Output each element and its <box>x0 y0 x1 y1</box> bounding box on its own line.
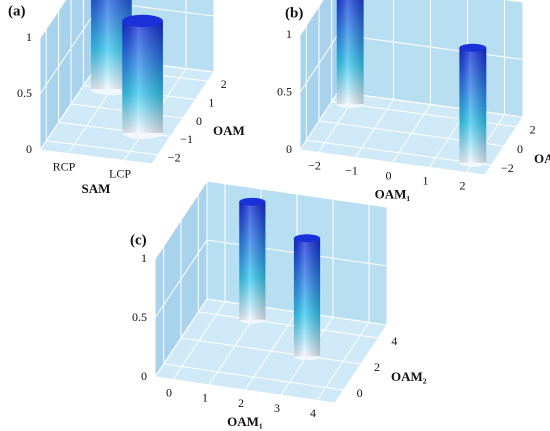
grid-line <box>163 246 344 391</box>
x-tick-label: −1 <box>345 163 358 177</box>
x-tick-label: RCP <box>53 159 76 173</box>
y-tick-label: 0 <box>357 386 363 400</box>
y-axis-label: OAM₂ <box>391 369 427 384</box>
y-tick-label: 0 <box>517 142 523 156</box>
bar-shade <box>293 238 321 357</box>
z-tick-label: 1 <box>26 30 32 44</box>
grid-line <box>316 204 370 401</box>
z-tick-label: 0.5 <box>277 84 292 98</box>
y-tick-label: −2 <box>501 161 514 175</box>
grid-line <box>154 180 388 260</box>
x-axis-label: OAM₁ <box>375 186 411 201</box>
grid-line <box>154 239 388 319</box>
x-axis-label: OAM₁ <box>227 414 263 429</box>
bar-cap <box>239 197 266 206</box>
grid-line <box>280 199 334 396</box>
x-tick-label: 4 <box>310 406 316 420</box>
z-tick-label: 0 <box>286 142 292 156</box>
z-tick-label: 1 <box>141 251 147 265</box>
bar-shade <box>459 47 487 163</box>
grid-line <box>331 0 517 128</box>
x-axis-label: SAM <box>82 181 111 196</box>
x-tick-label: 1 <box>423 173 429 187</box>
grid-line <box>154 298 388 378</box>
y-tick-label: 1 <box>208 95 214 109</box>
y-axis-label: OAM₂ <box>534 151 550 166</box>
x-tick-label: 0 <box>166 385 172 399</box>
grid-line <box>318 6 505 147</box>
grid-line <box>305 25 492 166</box>
bar-shade <box>336 0 364 105</box>
x-tick-label: 2 <box>460 178 466 192</box>
y-tick-label: 2 <box>374 360 380 374</box>
z-tick-label: 1 <box>286 27 292 41</box>
x-tick-label: −2 <box>308 158 321 172</box>
y-tick-label: 2 <box>221 77 227 91</box>
x-tick-label: 2 <box>238 396 244 410</box>
y-tick-label: 4 <box>391 334 397 348</box>
bar-cap <box>293 234 321 243</box>
x-tick-label: 1 <box>202 391 208 405</box>
y-tick-label: 0 <box>196 114 202 128</box>
grid-line <box>299 0 524 36</box>
y-tick-label: −1 <box>180 132 193 146</box>
y-tick-label: −2 <box>168 151 181 165</box>
bar-cap <box>459 43 487 52</box>
grid-line <box>172 183 226 380</box>
z-tick-label: 0 <box>141 369 147 383</box>
x-tick-label: 3 <box>274 401 280 415</box>
x-tick-label: LCP <box>109 166 131 180</box>
grid-line <box>355 0 394 158</box>
grid-line <box>45 28 159 156</box>
bar-cap <box>122 14 163 27</box>
bar-shade <box>239 201 266 320</box>
bar-shade <box>122 20 163 133</box>
z-tick-label: 0.5 <box>17 86 32 100</box>
panel-label: (a) <box>8 3 26 19</box>
z-tick-label: 0.5 <box>132 310 147 324</box>
grid-line <box>39 0 67 39</box>
z-tick-label: 0 <box>26 142 32 156</box>
x-tick-label: 0 <box>386 168 392 182</box>
panel-label: (b) <box>285 5 303 21</box>
panel-label: (c) <box>130 232 147 248</box>
grid-line <box>392 0 431 163</box>
y-axis-label: OAM <box>213 123 245 138</box>
y-tick-label: 2 <box>530 122 536 136</box>
